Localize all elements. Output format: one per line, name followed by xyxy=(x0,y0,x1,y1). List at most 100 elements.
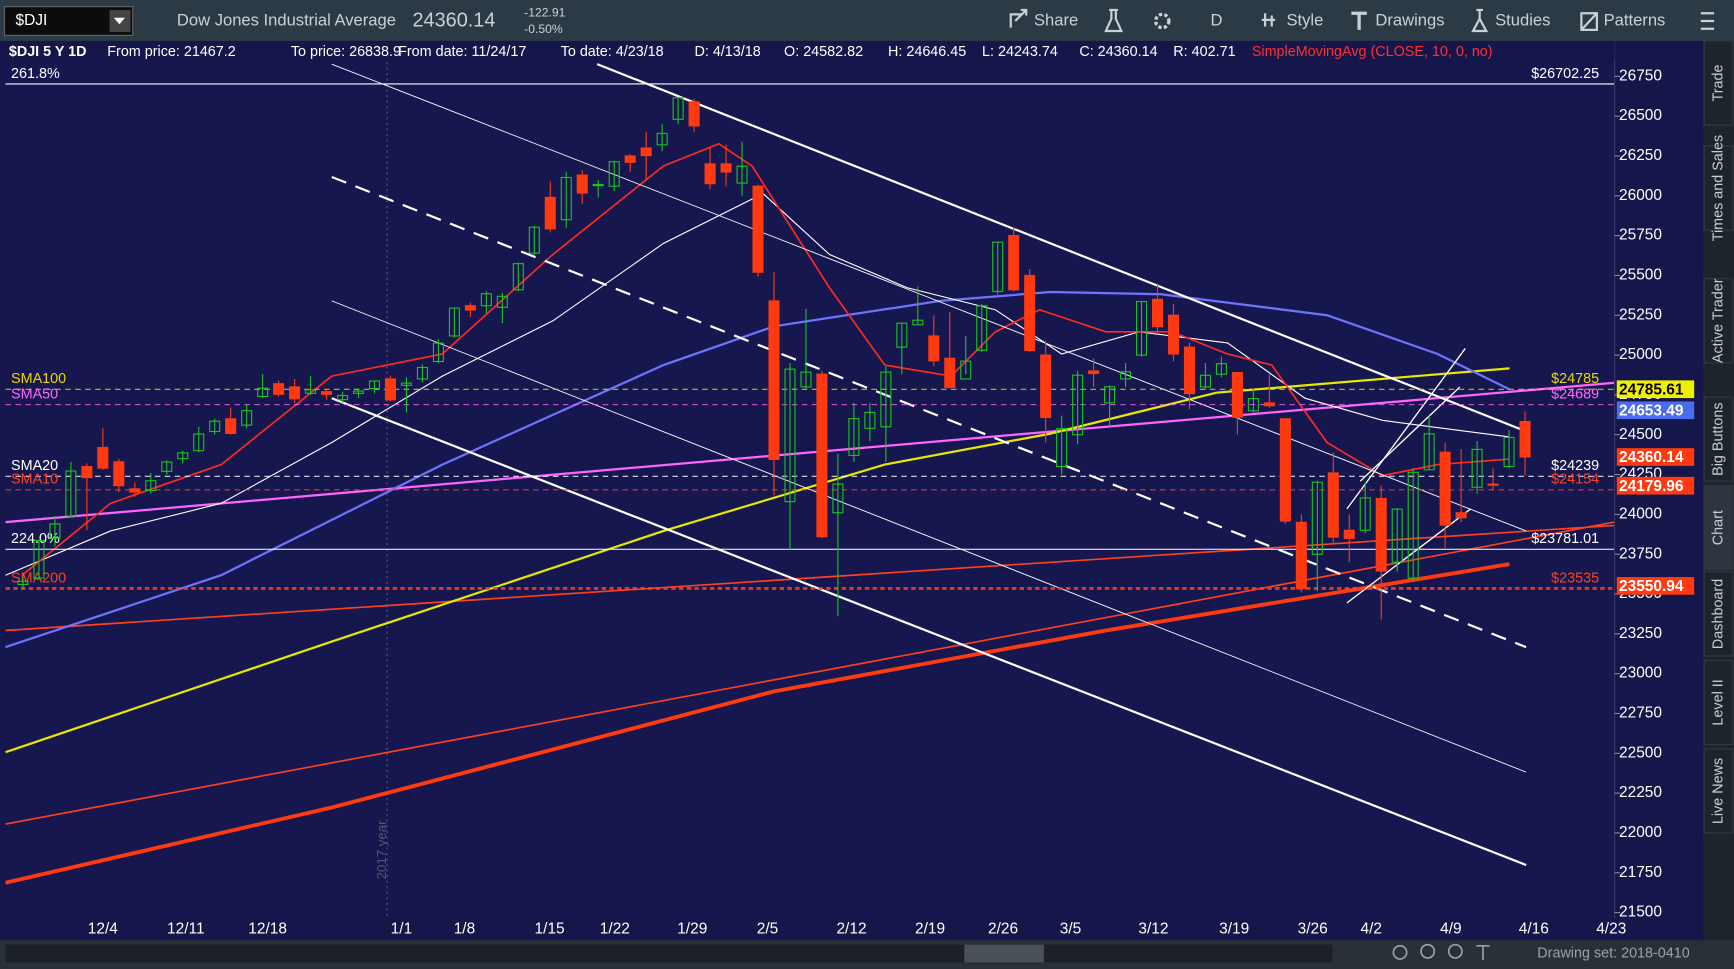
candle-body xyxy=(1343,529,1355,539)
y-tick-label: 23750 xyxy=(1619,545,1662,562)
toolbar-button[interactable]: D xyxy=(1210,10,1222,29)
settings-icon[interactable] xyxy=(1153,12,1171,30)
zoom-in-icon[interactable] xyxy=(1420,943,1436,959)
candle-body xyxy=(432,342,444,363)
y-tick-label: 21500 xyxy=(1619,904,1662,921)
toolbar-button[interactable]: Studies xyxy=(1495,10,1550,29)
candle-body xyxy=(1487,483,1499,486)
side-tab-bg[interactable] xyxy=(1703,659,1734,746)
sma200-line xyxy=(5,562,1510,885)
trend-line xyxy=(5,521,1615,825)
crosshair-icon[interactable] xyxy=(1392,944,1408,960)
y-tick-label: 25750 xyxy=(1619,227,1662,244)
level-name: 261.8% xyxy=(11,66,60,82)
price-tag-label: 24360.14 xyxy=(1619,449,1684,466)
candle-body xyxy=(624,155,636,163)
info-bar xyxy=(0,40,1615,62)
x-tick-label: 3/26 xyxy=(1298,920,1328,937)
sma-line xyxy=(5,290,1510,649)
zoom-out-icon[interactable] xyxy=(1447,943,1463,959)
side-tab[interactable]: Dashboard xyxy=(1710,579,1726,649)
scroll-track[interactable] xyxy=(5,944,1333,963)
x-tick-label: 1/22 xyxy=(600,920,630,937)
candle-body xyxy=(736,165,748,184)
candle-body xyxy=(768,300,780,460)
side-tab-bg[interactable] xyxy=(1703,485,1734,571)
candle-body xyxy=(241,410,253,426)
level-name: SMA10 xyxy=(11,472,58,488)
candle-body xyxy=(1120,371,1132,380)
y-tick-label: 25000 xyxy=(1619,346,1662,363)
info-field: C: 24360.14 xyxy=(1079,44,1157,60)
toolbar-button[interactable]: Share xyxy=(1034,10,1078,29)
y-tick-label: 24500 xyxy=(1619,426,1662,443)
toolbar xyxy=(0,0,1734,41)
sma10-line xyxy=(21,142,1510,576)
price-tag xyxy=(1616,401,1695,420)
candle-body xyxy=(129,488,141,493)
info-field: To date: 4/23/18 xyxy=(561,44,664,60)
side-tab[interactable]: Big Buttons xyxy=(1710,402,1726,475)
toolbar-button[interactable]: Patterns xyxy=(1604,10,1666,29)
candle-body xyxy=(1247,398,1259,412)
side-tab-bg[interactable] xyxy=(1703,396,1734,482)
candle-body xyxy=(480,293,492,307)
candle-body xyxy=(448,307,460,337)
candle-body xyxy=(896,322,908,348)
candle-body xyxy=(416,366,428,380)
study-label: SimpleMovingAvg (CLOSE, 10, 0, no) xyxy=(1252,44,1493,60)
side-tab-bg[interactable] xyxy=(1703,571,1734,657)
level-label: $24239 xyxy=(1551,458,1599,474)
candle-body xyxy=(960,360,972,380)
chart-area xyxy=(0,40,1615,919)
candle-body xyxy=(672,97,684,120)
x-tick-label: 12/11 xyxy=(167,920,205,937)
toolbar-button[interactable]: Drawings xyxy=(1375,10,1444,29)
patterns-icon xyxy=(1580,12,1598,31)
side-tab-bg[interactable] xyxy=(1703,40,1734,126)
side-tab[interactable]: Live News xyxy=(1710,758,1726,824)
candle-body xyxy=(209,420,221,433)
menu-icon[interactable] xyxy=(1700,12,1715,30)
toolbar-button[interactable]: Style xyxy=(1286,10,1323,29)
level-name: SMA20 xyxy=(11,458,58,474)
scroll-thumb[interactable] xyxy=(964,944,1044,963)
levels: 261.8% $26702.25 SMA100 $24785 SMA50 $24689 SM… xyxy=(5,66,1615,590)
candle-body xyxy=(1151,298,1164,328)
y-tick-label: 26500 xyxy=(1619,107,1662,124)
side-tab[interactable]: Chart xyxy=(1710,510,1726,545)
studies xyxy=(5,63,1615,885)
info-field: D: 4/13/18 xyxy=(694,44,760,60)
candle-body xyxy=(1263,402,1275,407)
candle-body xyxy=(97,446,109,469)
side-tab[interactable]: Active Trader xyxy=(1710,278,1726,363)
candle-body xyxy=(289,386,301,400)
candle-body xyxy=(1215,363,1227,375)
side-tab[interactable]: Times and Sales xyxy=(1710,135,1726,241)
x-tick-label: 3/5 xyxy=(1060,920,1082,937)
y-tick-label: 23250 xyxy=(1619,625,1662,642)
y-tick-label: 25500 xyxy=(1619,267,1662,284)
channel-line xyxy=(596,63,1527,433)
text-icon[interactable] xyxy=(1476,944,1490,961)
side-tab[interactable]: Level II xyxy=(1710,679,1726,725)
info-field: L: 24243.74 xyxy=(982,44,1058,60)
axis: 26750 26500 26250 26000 25750 25500 25250 25000… xyxy=(1614,67,1695,921)
candle-body xyxy=(928,335,940,362)
change: -122.91 xyxy=(524,5,565,19)
candle-body xyxy=(1295,521,1307,590)
flask-icon[interactable] xyxy=(1104,8,1124,33)
side-tab-bg[interactable] xyxy=(1703,145,1734,231)
candle-body xyxy=(832,483,844,514)
price-tag xyxy=(1616,380,1695,399)
side-tab-bg[interactable] xyxy=(1703,748,1734,834)
side-tab-bg[interactable] xyxy=(1703,278,1734,364)
info-field: R: 402.71 xyxy=(1173,44,1235,60)
side-tab[interactable]: Trade xyxy=(1710,64,1726,101)
symbol: $DJI xyxy=(15,12,47,29)
year-label: 2017 year xyxy=(374,820,389,880)
candle-body xyxy=(1519,420,1531,458)
sma50-trend xyxy=(5,381,1615,524)
candle-body xyxy=(816,373,828,538)
toolbar-buttons: Share D Style Drawings Studies Patterns xyxy=(1009,8,1715,33)
